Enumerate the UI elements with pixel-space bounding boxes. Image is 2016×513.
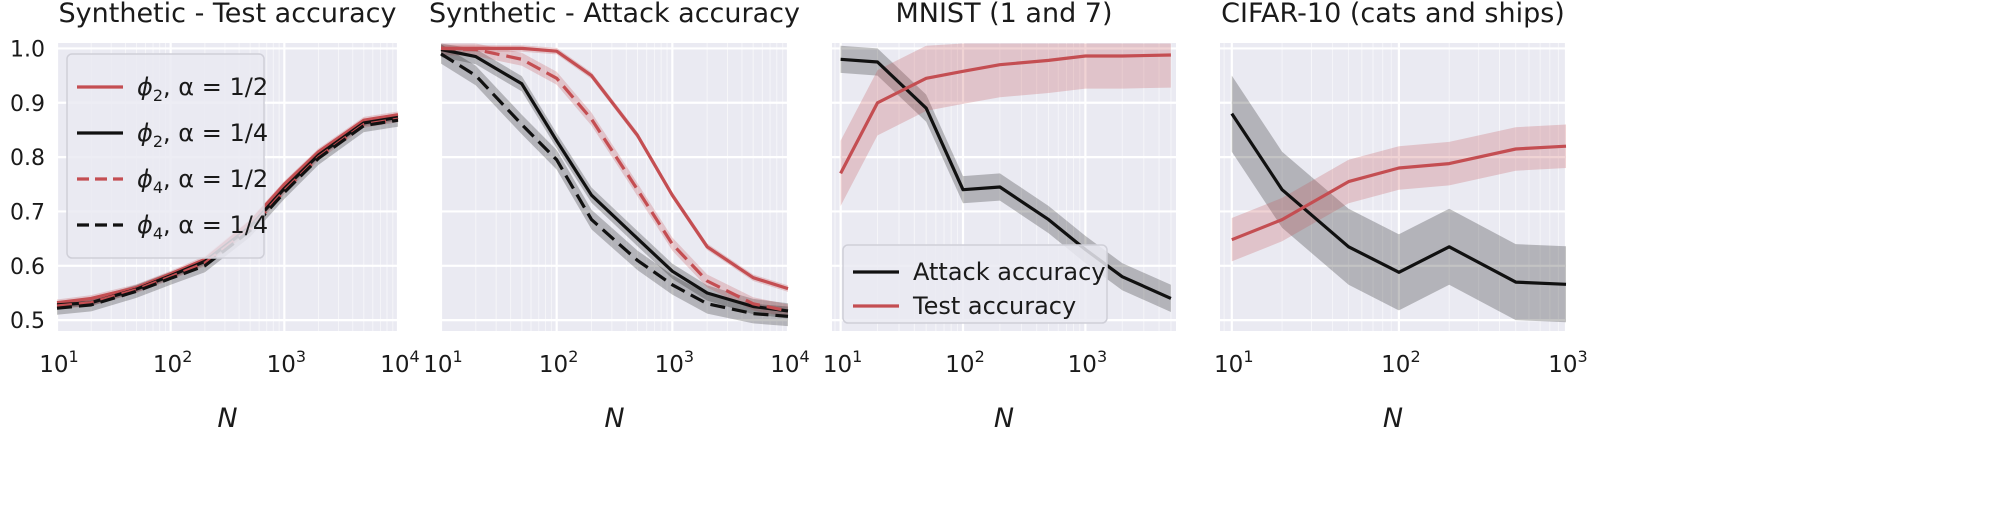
legend-label-2: ϕ2, α = 1/4 xyxy=(137,119,268,151)
series-line-1 xyxy=(840,57,1172,300)
chart-title: CIFAR-10 (cats and ships) xyxy=(1221,0,1565,29)
chart-panel-1: Synthetic - Test accuracy 0.5 0.6 0.7 0.8 0.9… xyxy=(10,0,420,434)
x-axis-label: N xyxy=(604,403,624,434)
chart-title: MNIST (1 and 7) xyxy=(895,0,1112,29)
series-line-1 xyxy=(441,46,789,291)
series-line-2 xyxy=(839,53,1171,175)
legend: Attack accuracy Test accuracy xyxy=(842,244,1108,324)
series-band-2 xyxy=(1231,124,1566,262)
legend: ϕ2, α = 1/2 ϕ2, α = 1/4 ϕ4, α = 1/2 ϕ4, α =… xyxy=(66,53,268,259)
legend-label-1: ϕ2, α = 1/2 xyxy=(137,73,268,105)
legend-label-3: ϕ4, α = 1/2 xyxy=(137,165,268,197)
y-tick-label: 0.9 xyxy=(10,92,45,117)
x-tick-label: 101 xyxy=(423,347,462,378)
legend-frame xyxy=(842,244,1108,324)
x-axis-label: N xyxy=(994,403,1014,434)
series-line-3 xyxy=(440,46,789,313)
series-band-4 xyxy=(441,44,788,327)
plot-background xyxy=(441,43,788,331)
legend-frame xyxy=(66,53,265,259)
x-tick-label: 101 xyxy=(1214,347,1253,378)
x-tick-label: 103 xyxy=(1548,347,1587,378)
x-tick-label: 101 xyxy=(39,347,78,378)
legend-label-2: Test accuracy xyxy=(912,292,1076,320)
y-tick-label: 1.0 xyxy=(10,37,45,62)
x-tick-label: 103 xyxy=(267,347,306,378)
series-band-2 xyxy=(840,43,1171,206)
chart-title: Synthetic - Test accuracy xyxy=(59,0,397,29)
series-line-1 xyxy=(1230,112,1567,286)
chart-panel-3: MNIST (1 and 7) 101 102 103 N Attack accuracy… xyxy=(823,0,1176,434)
x-tick-label: 104 xyxy=(770,347,809,378)
legend-label-1: Attack accuracy xyxy=(913,258,1106,286)
x-tick-label: 103 xyxy=(655,347,694,378)
y-tick-label: 0.5 xyxy=(10,309,45,334)
legend-label-4: ϕ4, α = 1/4 xyxy=(137,211,268,243)
x-tick-label: 102 xyxy=(1381,347,1420,378)
series-band-3 xyxy=(57,115,398,310)
series-line-4 xyxy=(440,52,789,318)
plot-background xyxy=(1220,43,1566,331)
chart-panel-2: Synthetic - Attack accuracy 101 102 103 104 N xyxy=(423,0,809,434)
series-line-2 xyxy=(1231,144,1567,242)
y-tick-label: 0.6 xyxy=(10,255,45,280)
x-axis-label: N xyxy=(1383,403,1403,434)
x-tick-label: 102 xyxy=(153,347,192,378)
series-line-2 xyxy=(440,47,789,313)
x-tick-label: 101 xyxy=(823,347,862,378)
x-tick-label: 104 xyxy=(380,347,419,378)
series-band-4 xyxy=(57,113,398,315)
chart-title: Synthetic - Attack accuracy xyxy=(429,0,800,29)
y-tick-label: 0.8 xyxy=(10,146,45,171)
x-tick-label: 102 xyxy=(539,347,578,378)
series-band-1 xyxy=(1231,75,1566,323)
x-tick-label: 102 xyxy=(945,347,984,378)
x-tick-label: 103 xyxy=(1068,347,1107,378)
y-tick-label: 0.7 xyxy=(10,200,45,225)
x-axis-label: N xyxy=(217,403,237,434)
chart-panel-4: CIFAR-10 (cats and ships) 101 102 103 N xyxy=(1214,0,1588,434)
